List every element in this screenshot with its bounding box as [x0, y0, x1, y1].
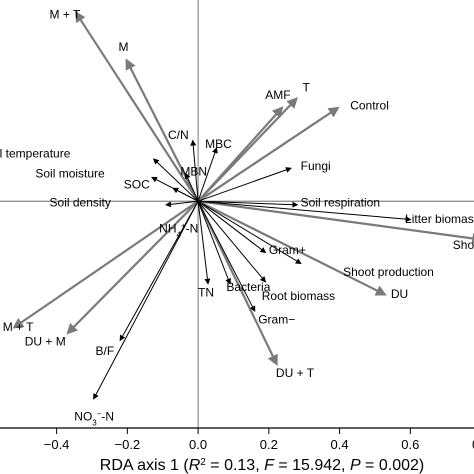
x-tick-label: 0.6 — [401, 437, 419, 452]
variable-label-soil-temperature: Soil temperature — [0, 146, 71, 160]
treatment-label-du-m-t: DU + M + T — [0, 320, 34, 334]
x-tick-label: 0.2 — [260, 437, 278, 452]
treatment-arrows — [12, 10, 474, 366]
variable-label-gram: Gram+ — [269, 243, 306, 257]
variable-arrow-tn — [197, 201, 211, 285]
variable-label-litter-biomass: Litter biomass — [405, 212, 474, 226]
variable-label-mbc: MBC — [205, 137, 232, 151]
variable-label-gram: Gram− — [258, 313, 295, 327]
treatment-label-shoot: Shoot — [453, 238, 474, 252]
variable-label-c-n: C/N — [168, 128, 189, 142]
treatment-label-t: T — [302, 80, 310, 94]
variable-label-no3-n: NO3−-N — [74, 409, 114, 427]
variable-label-fungi: Fungi — [301, 159, 331, 173]
treatment-label-m-t: M + T — [50, 7, 81, 21]
variable-label-soil-respiration: Soil respiration — [301, 196, 380, 210]
variable-label-root-biomass: Root biomass — [262, 289, 335, 303]
plot-frame — [0, 0, 474, 429]
treatment-arrow-du-m — [66, 200, 199, 335]
x-tick-label: −0.4 — [44, 437, 70, 452]
treatment-label-m: M — [119, 40, 129, 54]
variable-arrow-mbn — [184, 172, 199, 202]
variable-label-nh4-n: NH4+-N — [159, 221, 198, 239]
x-tick-label: 0.0 — [189, 437, 207, 452]
variable-arrow-root-biomass — [197, 200, 267, 283]
treatment-label-control: Control — [350, 99, 389, 113]
variable-arrow-soil-respiration — [198, 200, 299, 208]
treatment-label-du: DU — [391, 287, 408, 301]
arrow-labels: M + T M AMF T Control DU + M + TDU + M DU DU + … — [0, 7, 474, 427]
variable-arrow-gram — [197, 200, 256, 313]
x-axis-ticks: −0.4 −0.2 0.0 0.2 0.4 0.6 0.8 — [44, 428, 474, 452]
variable-arrow-soc — [172, 187, 199, 202]
variable-label-soil-moisture: Soil moisture — [35, 166, 105, 180]
treatment-arrow-shoot — [197, 200, 474, 244]
variable-arrow-fungi — [197, 167, 292, 202]
variable-arrow-soil-temperature — [153, 158, 199, 202]
treatment-label-amf: AMF — [265, 88, 290, 102]
treatment-arrow-control — [197, 106, 340, 203]
variable-arrow-litter-biomass — [198, 200, 412, 223]
treatment-arrow-t — [197, 97, 298, 202]
variable-label-shoot-production: Shoot production — [343, 265, 434, 279]
variable-arrow-mbc — [197, 147, 218, 202]
variable-arrow-bacteria — [197, 201, 231, 285]
variable-label-soc: SOC — [124, 177, 150, 191]
variable-arrow-c-n — [190, 139, 199, 202]
treatment-arrow-m-t — [74, 10, 200, 202]
x-axis-label: RDA axis 1 (R2 = 0.13, F = 15.942, P = 0… — [100, 457, 424, 474]
variable-arrow-b-f — [119, 200, 199, 342]
variable-arrow-no3-n — [93, 200, 199, 400]
variable-label-tn: TN — [198, 285, 214, 299]
treatment-label-du-t: DU + T — [276, 366, 315, 380]
variable-label-bacteria: Bacteria — [226, 280, 270, 294]
x-tick-label: −0.2 — [115, 437, 141, 452]
variable-arrows — [93, 139, 412, 400]
variable-arrow-shoot-production — [197, 200, 302, 265]
x-tick-label: 0.4 — [331, 437, 349, 452]
variable-label-soil-density: Soil density — [50, 196, 111, 210]
variable-label-b-f: B/F — [96, 344, 115, 358]
treatment-label-du-m: DU + M — [25, 335, 66, 349]
treatment-arrow-du-m-t — [12, 200, 199, 329]
variable-arrow-gram — [197, 200, 267, 254]
treatment-arrow-du-t — [197, 200, 278, 366]
treatment-arrow-du — [197, 200, 387, 296]
x-tick-label: 0.8 — [472, 437, 474, 452]
variable-arrow-soil-density — [165, 200, 199, 208]
variable-label-mbn: MBN — [180, 165, 207, 179]
